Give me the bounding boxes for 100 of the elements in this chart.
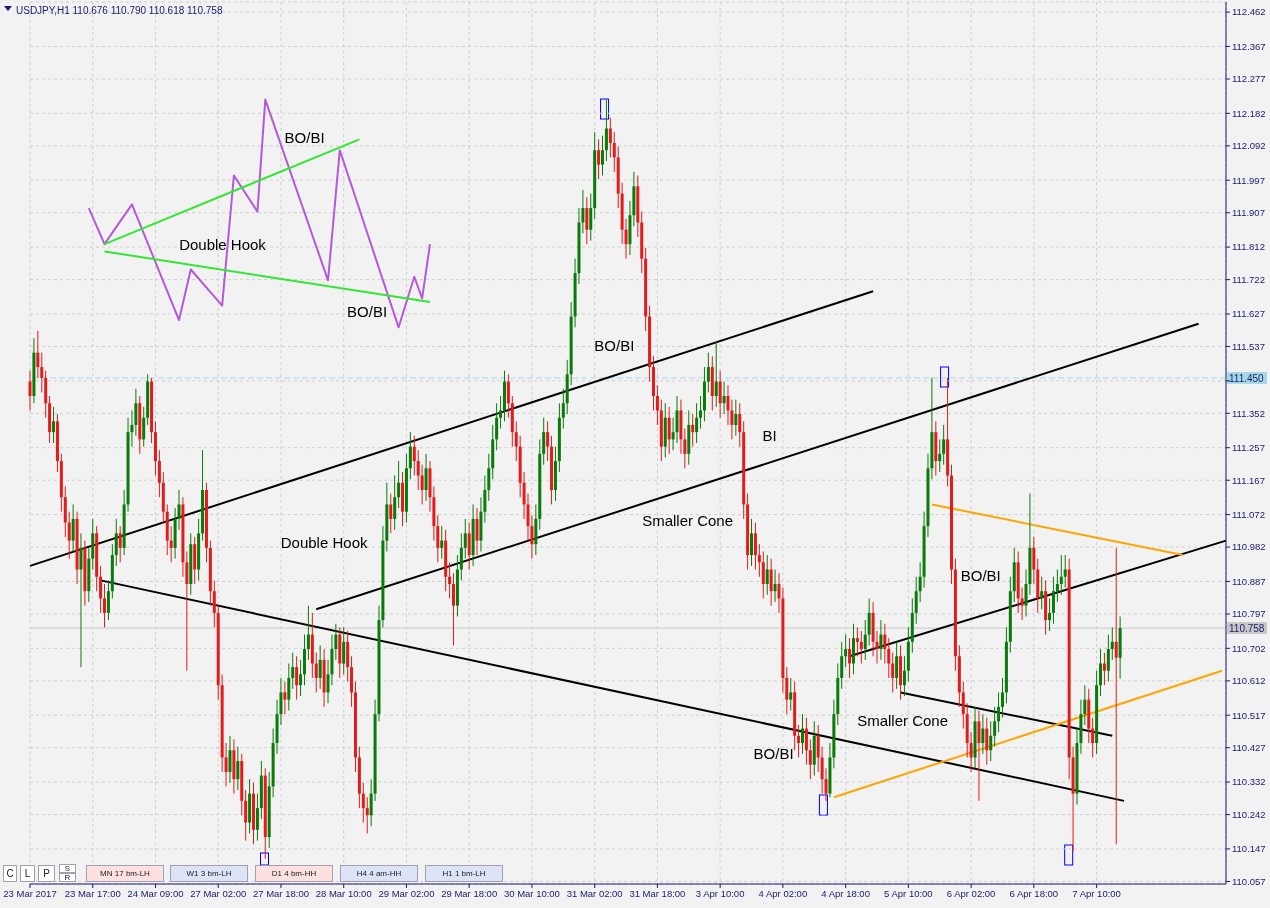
candlestick (157, 449, 161, 498)
candlestick (977, 709, 981, 802)
candlestick (789, 677, 793, 711)
annotation: Double Hook (179, 236, 267, 253)
candlestick (318, 644, 322, 690)
candlestick (804, 717, 808, 766)
candlestick (118, 525, 122, 563)
y-tick-label: 111.352 (1232, 407, 1265, 419)
candlestick (1114, 547, 1118, 845)
candlestick (106, 579, 110, 621)
tab-button: H1 1 bm-LH (425, 865, 503, 882)
candlestick (1000, 677, 1004, 719)
candlestick (1051, 576, 1055, 625)
candlestick (773, 569, 777, 603)
candlestick (283, 681, 287, 715)
candlestick (499, 395, 503, 430)
candlestick (655, 384, 659, 426)
candlestick (699, 395, 703, 430)
candlestick (1110, 626, 1114, 661)
tab-button: H4 4 am-HH (340, 865, 418, 882)
candlestick (365, 796, 369, 834)
tab-button: P (38, 865, 55, 882)
candlestick (883, 623, 887, 664)
line-series (87, 98, 431, 329)
candlestick (589, 193, 593, 242)
y-tick-label: 110.427 (1232, 742, 1266, 754)
candlestick (314, 652, 318, 693)
candlestick (993, 706, 997, 748)
x-tick-label: 30 Mar 10:00 (503, 887, 560, 899)
candlestick (114, 518, 118, 567)
x-tick-label: 31 Mar 02:00 (566, 887, 623, 899)
annotation: Smaller Cone (857, 712, 949, 729)
ref-line-label: 111.450 (1229, 372, 1265, 384)
x-tick-label: 6 Apr 18:00 (1009, 887, 1059, 899)
candlestick (103, 583, 107, 628)
candlestick (459, 532, 463, 581)
candlestick (561, 388, 565, 430)
tab-button: L (20, 865, 35, 882)
candlestick (722, 381, 726, 415)
candlestick (895, 641, 899, 690)
candlestick (36, 330, 40, 379)
candlestick (750, 518, 754, 567)
candlestick (306, 605, 310, 661)
candlestick (244, 789, 248, 842)
candlestick (801, 713, 804, 755)
candlestick (546, 420, 550, 462)
tab-button: C (3, 865, 17, 882)
annotation: Double Hook (280, 534, 368, 551)
candlestick (463, 518, 467, 560)
y-tick-label: 112.277 (1232, 73, 1266, 85)
y-tick-label: 111.537 (1232, 340, 1265, 352)
candlestick (797, 724, 801, 758)
candlestick (726, 384, 730, 426)
x-tick-label: 31 Mar 18:00 (629, 887, 686, 899)
candlestick (28, 370, 32, 411)
x-tick-label: 23 Mar 17:00 (64, 887, 121, 899)
candlestick (738, 402, 742, 448)
annotation: BO/BI (594, 337, 635, 354)
candlestick (844, 634, 848, 668)
candlestick (989, 720, 993, 762)
candlestick (236, 746, 240, 791)
candlestick (753, 522, 757, 571)
candlestick (287, 663, 291, 711)
candlestick (389, 493, 393, 534)
candlestick (291, 652, 295, 690)
y-tick-label: 111.257 (1232, 442, 1265, 454)
candlestick (667, 406, 671, 455)
ref-line-label: 110.758 (1229, 623, 1265, 635)
candlestick (467, 522, 471, 571)
candlestick (299, 659, 303, 697)
y-tick-label: 112.092 (1232, 140, 1266, 152)
candlestick (706, 352, 710, 393)
candlestick (938, 438, 942, 473)
x-tick-label: 4 Apr 02:00 (758, 887, 808, 899)
tab-button: R (59, 873, 76, 882)
candlestick (855, 626, 859, 657)
candlestick (612, 131, 616, 173)
candlestick (475, 507, 479, 556)
candlestick (608, 117, 612, 158)
candlestick (542, 417, 546, 466)
x-tick-label: 6 Apr 02:00 (946, 887, 996, 899)
y-tick-label: 110.242 (1232, 808, 1266, 820)
candlestick (840, 641, 844, 690)
tab-button: D1 4 bm-HH (255, 865, 333, 882)
annotation: BO/BI (347, 303, 388, 320)
annotation: BO/BI (753, 745, 794, 762)
candlestick (887, 637, 891, 679)
candlestick (1091, 717, 1095, 758)
y-tick-label: 110.332 (1232, 776, 1266, 788)
annotation: BI (762, 427, 777, 444)
candlestick (891, 652, 895, 693)
x-tick-label: 3 Apr 10:00 (695, 887, 745, 899)
y-tick-label: 110.517 (1232, 709, 1266, 721)
candlestick (859, 630, 863, 664)
annotation: BO/BI (284, 129, 325, 146)
x-tick-label: 27 Mar 02:00 (190, 887, 247, 899)
candlestick (420, 464, 424, 505)
candlestick (142, 406, 146, 448)
candlestick (295, 655, 299, 701)
candlestick (1055, 569, 1059, 603)
